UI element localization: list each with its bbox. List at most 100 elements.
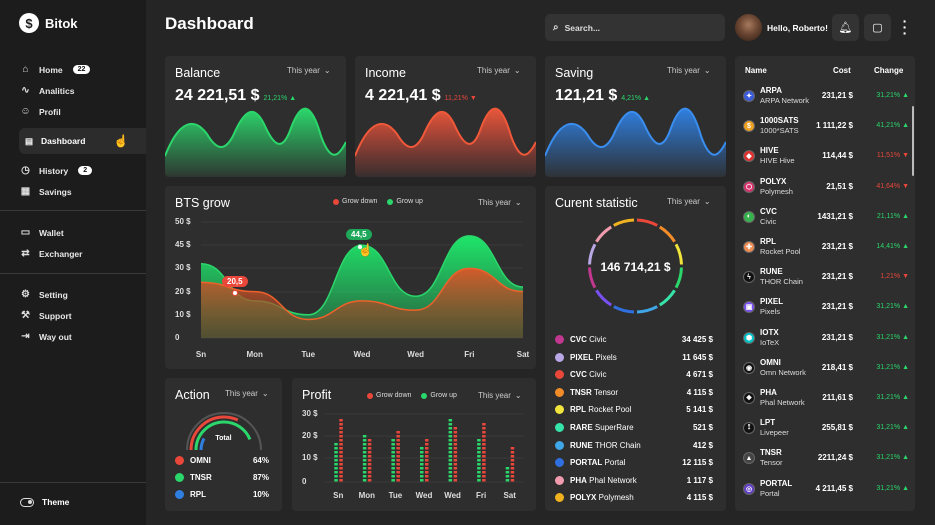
coin-change: 31,21% ▲ <box>876 454 909 461</box>
market-row[interactable]: ◉ OMNI Omn Network 218,41 $ 31,21% ▲ <box>743 354 909 384</box>
lpt-coin-icon: ⟟ <box>743 422 755 435</box>
sidebar-item-home[interactable]: ⌂ Home 22 <box>0 59 146 80</box>
statistic-row[interactable]: RUNE THOR Chain 412 $ <box>555 437 713 454</box>
market-row[interactable]: ◐ CVC Civic 1431,21 $ 21,11% ▲ <box>743 203 909 233</box>
market-row[interactable]: ⟟ LPT Livepeer 255,81 $ 31,21% ▲ <box>743 414 909 444</box>
statistic-row[interactable]: PORTAL Portal 12 115 $ <box>555 454 713 471</box>
market-row[interactable]: $1000SATS 1000*SATS 1 111,22 $ 41,21% ▲ <box>743 112 909 142</box>
change-value: 31,21% <box>876 394 901 401</box>
bar-segment <box>362 475 367 478</box>
more-menu-button[interactable]: · · · <box>902 14 908 40</box>
period-select[interactable]: This year ⌄ <box>478 391 522 400</box>
sidebar-item-dashboard[interactable]: ▤ Dashboard ☝ <box>19 128 146 154</box>
coin-value: 521 $ <box>692 423 713 432</box>
market-row[interactable]: ◆ HIVE HIVE Hive 114,44 $ 11,51% ▼ <box>743 142 909 172</box>
bar-segment <box>391 447 395 450</box>
period-select[interactable]: This year ⌄ <box>667 197 711 206</box>
action-card: Action This year ⌄ Total OMNI 64% TNSR 87% RP… <box>165 378 282 511</box>
rpl-coin-icon: ✚ <box>743 241 755 253</box>
coin-symbol: CVC <box>570 335 587 344</box>
search-input[interactable]: ⌕ Search... <box>545 14 725 41</box>
market-row[interactable]: ⬡ POLYX Polymesh 21,51 $ 41,64% ▼ <box>743 173 909 203</box>
sidebar-item-exchanger[interactable]: ⇄ Exchanger <box>0 243 146 264</box>
bar-segment <box>448 475 453 478</box>
bar-segment <box>391 439 395 442</box>
user-profile[interactable]: Hello, Roberto! <box>735 14 828 41</box>
bar-segment <box>505 467 510 470</box>
market-row[interactable]: ✦ ARPA ARPA Network 231,21 $ 31,21% ▲ <box>743 82 909 112</box>
coin-cost: 1431,21 $ <box>817 211 853 221</box>
bar-segment <box>425 443 429 446</box>
bar-segment <box>334 463 338 466</box>
market-row[interactable]: ⬢ IOTX IoTeX 231,21 $ 31,21% ▲ <box>743 324 909 354</box>
statistic-row[interactable]: POLYX Polymesh 4 115 $ <box>555 489 713 506</box>
sidebar-item-profil[interactable]: ☺ Profil <box>0 101 146 122</box>
scrollbar[interactable] <box>912 106 914 176</box>
sidebar-item-savings[interactable]: ▦ Savings <box>0 181 146 202</box>
market-row[interactable]: ϟ RUNE THOR Chain 231,21 $ 1,21% ▼ <box>743 263 909 293</box>
period-select[interactable]: This year ⌄ <box>477 66 521 75</box>
bar-segment <box>391 467 395 470</box>
bar-segment <box>448 459 453 462</box>
statistic-row[interactable]: TNSR Tensor 4 115 $ <box>555 384 713 401</box>
card-title: Balance <box>175 66 221 80</box>
y-tick-label: 0 <box>175 333 180 342</box>
sidebar-item-support[interactable]: ⚒ Support <box>0 305 146 326</box>
change-value: 1,21% <box>880 273 901 281</box>
market-row[interactable]: ✚ RPL Rocket Pool 231,21 $ 14,41% ▲ <box>743 233 909 263</box>
bar-segment <box>420 455 424 458</box>
bar-grow-down <box>367 439 372 482</box>
sidebar-item-wallet[interactable]: ▭ Wallet <box>0 222 146 243</box>
statistic-row[interactable]: CVC Civic 34 425 $ <box>555 331 713 348</box>
coin-name: Rocket Pool <box>588 405 632 415</box>
pct-text: 4,21% <box>621 95 642 102</box>
bar-segment <box>396 463 400 466</box>
period-select[interactable]: This year ⌄ <box>478 198 522 207</box>
bar-segment <box>482 467 486 470</box>
action-row[interactable]: OMNI 64% <box>175 453 269 468</box>
coin-name: Civic <box>589 335 607 344</box>
bar-segment <box>367 467 372 470</box>
period-select[interactable]: This year ⌄ <box>287 66 331 75</box>
statistic-row[interactable]: RARE SuperRare 521 $ <box>555 419 713 436</box>
bar-segment <box>362 459 367 462</box>
ring-segment <box>636 218 658 227</box>
area-fill <box>355 108 536 177</box>
sidebar-item-setting[interactable]: ⚙ Setting <box>0 284 146 305</box>
logout-icon: ⇥ <box>21 331 30 342</box>
dashboard-icon: ▤ <box>25 135 34 146</box>
messages-button[interactable]: ▢ <box>864 14 891 41</box>
bar-segment <box>425 459 429 462</box>
balance-pct: 21,21% ▲ <box>264 95 297 102</box>
bar-grow-down <box>339 419 343 482</box>
market-row[interactable]: ◎ PORTAL Portal 4 211,45 $ 31,21% ▲ <box>743 475 909 505</box>
ring-segment <box>674 243 683 265</box>
statistic-row[interactable]: CVC Civic 4 671 $ <box>555 366 713 383</box>
ring-segment <box>588 243 597 265</box>
bar-segment <box>482 431 486 434</box>
nav-group-history: ◷ History 2 ▦ Savings <box>0 160 146 202</box>
sidebar-item-history[interactable]: ◷ History 2 <box>0 160 146 181</box>
bar-segment <box>339 467 343 470</box>
statistic-row[interactable]: PHA Phal Network 1 117 $ <box>555 472 713 489</box>
statistic-row[interactable]: RPL Rocket Pool 5 141 $ <box>555 401 713 418</box>
market-row[interactable]: ▲ TNSR Tensor 2211,24 $ 31,21% ▲ <box>743 444 909 474</box>
logo[interactable]: $ Bitok <box>19 13 78 33</box>
action-row[interactable]: RPL 10% <box>175 487 269 502</box>
period-select[interactable]: This year ⌄ <box>667 66 711 75</box>
omni-coin-icon: ◉ <box>743 361 755 374</box>
action-row[interactable]: TNSR 87% <box>175 470 269 485</box>
sidebar-item-way-out[interactable]: ⇥ Way out <box>0 326 146 347</box>
theme-toggle[interactable]: Theme <box>20 497 69 507</box>
bar-segment <box>367 447 372 450</box>
sidebar-item-analitics[interactable]: ∿ Analitics <box>0 80 146 101</box>
period-select[interactable]: This year ⌄ <box>225 389 269 398</box>
bar-segment <box>362 455 367 458</box>
market-row[interactable]: ❖ PHA Phal Network 211,61 $ 31,21% ▲ <box>743 384 909 414</box>
bar-segment <box>425 463 429 466</box>
market-row[interactable]: ▣ PIXEL Pixels 231,21 $ 31,21% ▲ <box>743 293 909 323</box>
statistic-row[interactable]: PIXEL Pixels 11 645 $ <box>555 349 713 366</box>
bar-segment <box>339 435 343 438</box>
notification-button[interactable]: 🔔︎ <box>832 14 859 41</box>
arrow-down-icon: ▼ <box>902 182 909 190</box>
